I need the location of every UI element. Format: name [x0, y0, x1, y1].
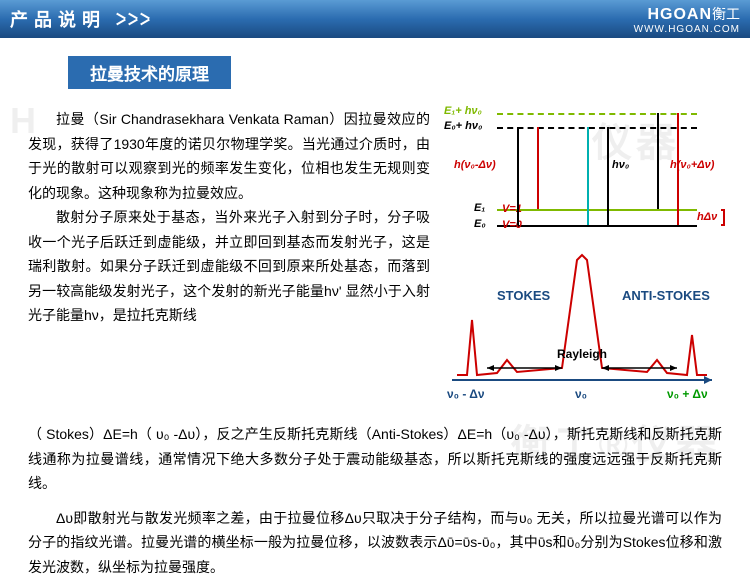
paragraphs-below: （ Stokes）ΔE=h（ υ₀ -Δυ），反之产生反斯托克斯线（Anti-S… [28, 422, 722, 579]
brand-url: WWW.HGOAN.COM [634, 24, 740, 35]
header-bar: 产品说明 HGOAN衡工 WWW.HGOAN.COM [0, 0, 750, 38]
xlabel-center: ν₀ [575, 387, 587, 401]
label-e0hv0: E₀+ hν₀ [444, 120, 482, 132]
label-stokes: STOKES [497, 288, 551, 303]
label-e0: E₀ [474, 218, 486, 230]
paragraph-1: 拉曼（Sir Chandrasekhara Venkata Raman）因拉曼效… [28, 107, 430, 205]
page-title: 产品说明 [10, 6, 106, 32]
body-wrap: 拉曼（Sir Chandrasekhara Venkata Raman）因拉曼效… [28, 107, 722, 420]
paragraph-3: Δυ即散射光与散发光频率之差，由于拉曼位移Δυ只取决于分子结构，而与υ₀ 无关，… [28, 506, 722, 579]
label-antistokes: ANTI-STOKES [622, 288, 710, 303]
text-column: 拉曼（Sir Chandrasekhara Venkata Raman）因拉曼效… [28, 107, 430, 420]
xlabel-right: ν₀ + Δν [667, 387, 708, 401]
content-area: 拉曼技术的原理 拉曼（Sir Chandrasekhara Venkata Ra… [0, 38, 750, 579]
brand-logo: HGOAN [647, 6, 712, 23]
energy-level-diagram: E₁+ hν₀ E₀+ hν₀ E₁ E₀ V=1 V=0 h(ν₀- [442, 107, 722, 242]
chevrons-icon [116, 11, 150, 27]
label-stokes-energy: h(ν₀-Δν) [454, 159, 496, 171]
paragraph-2a: 散射分子原来处于基态，当外来光子入射到分子时，分子吸收一个光子后跃迁到虚能级，并… [28, 205, 430, 328]
section-title: 拉曼技术的原理 [68, 56, 231, 89]
label-rayleigh: Rayleigh [557, 347, 607, 361]
brand-cn: 衡工 [712, 6, 740, 22]
figure-column: E₁+ hν₀ E₀+ hν₀ E₁ E₀ V=1 V=0 h(ν₀- [442, 107, 722, 420]
label-antistokes-energy: h(ν₀+Δν) [670, 159, 714, 171]
section-title-wrap: 拉曼技术的原理 [68, 56, 722, 89]
paragraph-2b: （ Stokes）ΔE=h（ υ₀ -Δυ），反之产生反斯托克斯线（Anti-S… [28, 422, 722, 496]
label-hdv: hΔν [697, 211, 717, 223]
header-left: 产品说明 [10, 6, 150, 32]
label-hv0: hν₀ [612, 159, 629, 171]
label-e1: E₁ [474, 202, 485, 214]
xlabel-left: ν₀ - Δν [447, 387, 485, 401]
label-e1hv0: E₁+ hν₀ [444, 105, 482, 117]
raman-spectrum-chart: STOKES ANTI-STOKES Rayleigh ν₀ - Δν ν₀ ν… [442, 250, 722, 420]
header-right: HGOAN衡工 WWW.HGOAN.COM [634, 4, 740, 35]
